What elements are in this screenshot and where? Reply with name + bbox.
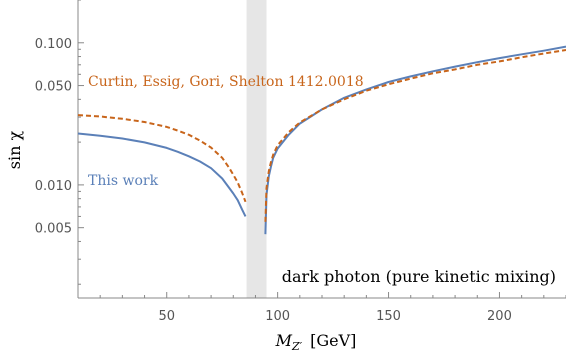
x-tick-label: 100 bbox=[265, 309, 290, 324]
series-line-this-work-left bbox=[77, 132, 247, 217]
x-tick-label: 50 bbox=[158, 309, 175, 324]
x-tick-label: 200 bbox=[487, 309, 512, 324]
y-axis-label: sin χ bbox=[5, 130, 24, 169]
x-axis-label: MZ′ [GeV] bbox=[275, 331, 357, 353]
series-layer bbox=[77, 45, 566, 235]
x-tick-label: 150 bbox=[376, 309, 401, 324]
x-axis-label-sub: Z′ bbox=[291, 340, 303, 353]
tick-layer: 50 100 150 200 0.005 0.010 0.050 0.100 bbox=[35, 0, 566, 324]
annotation-dark-photon: dark photon (pure kinetic mixing) bbox=[282, 267, 556, 286]
legend-label-curtin: Curtin, Essig, Gori, Shelton 1412.0018 bbox=[88, 74, 364, 90]
legend-label-this-work: This work bbox=[88, 173, 159, 189]
band-layer bbox=[246, 0, 267, 298]
series-line-curtin-left bbox=[77, 114, 247, 203]
y-tick-label: 0.050 bbox=[35, 80, 72, 95]
shaded-band bbox=[246, 0, 267, 298]
series-line-curtin-right bbox=[264, 49, 566, 222]
x-axis-label-main: M bbox=[275, 331, 293, 350]
y-tick-label: 0.100 bbox=[35, 37, 72, 52]
y-tick-label: 0.005 bbox=[35, 222, 72, 237]
series-line-this-work-right bbox=[264, 45, 566, 235]
x-axis-label-unit: [GeV] bbox=[310, 331, 356, 350]
y-tick-label: 0.010 bbox=[35, 179, 72, 194]
